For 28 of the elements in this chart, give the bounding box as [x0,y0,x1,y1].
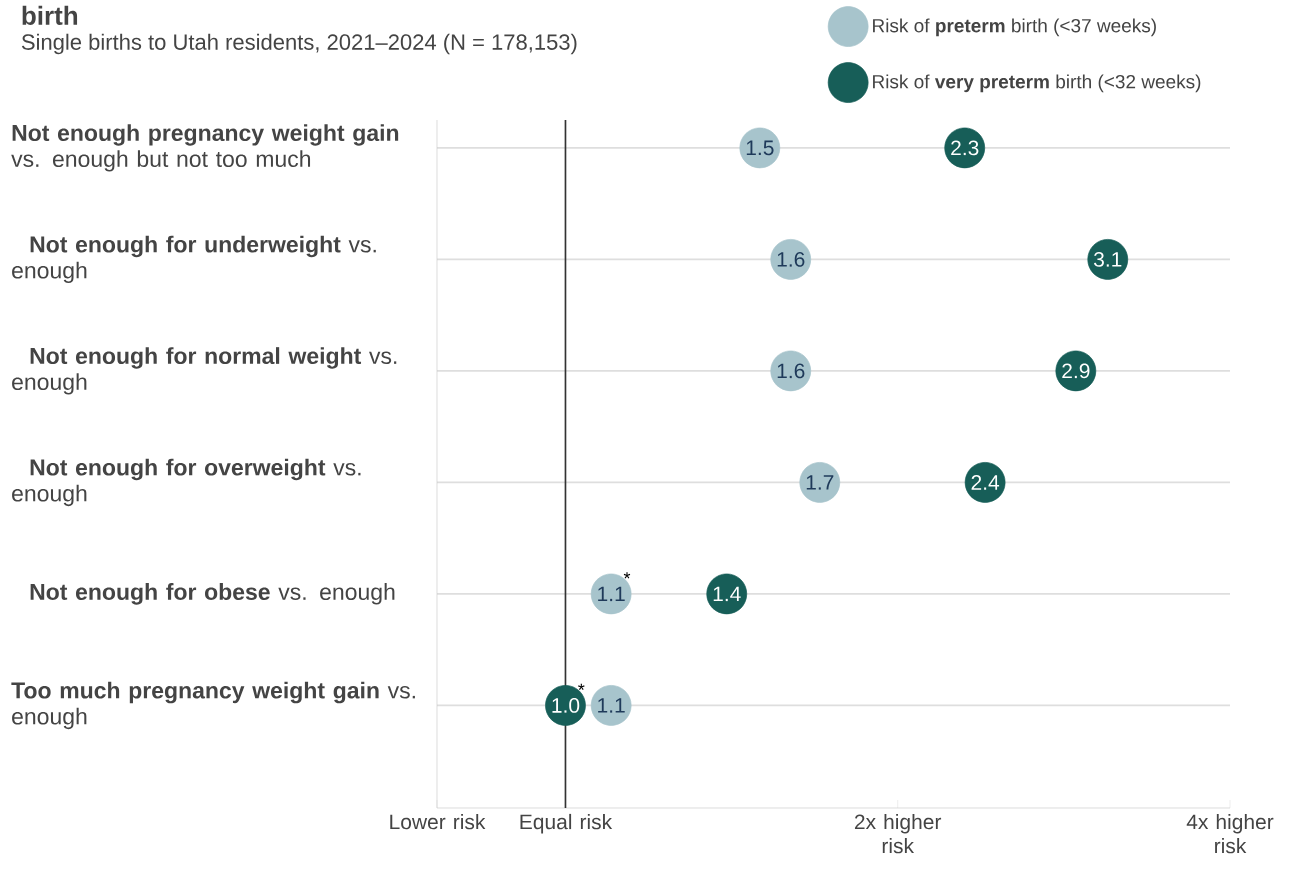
category-label: Not enough for overweight vs. enough [12,458,361,507]
category-label: Not enough for normal weight vs. enough [12,347,397,395]
x-tick-label: Lower risk [390,813,486,830]
chart-subtitle: Single births to Utah residents, 2021–2024 (N = 178,153) [21,33,577,55]
y-tick-label: Not enough pregnancy weight gain vs. enough but not too much [11,124,399,172]
category-label: Too much pregnancy weight gain vs. enough [11,681,415,730]
data-label: 1.4 [713,586,741,602]
y-tick-label: Not enough for obese vs. enough [30,583,395,605]
legend-label: Risk of preterm birth (<37 weeks) [873,18,1156,37]
data-label: 1.5 [746,140,774,156]
legend-label: Risk of very preterm birth (<32 weeks) [873,74,1201,93]
data-label: 2.4 [971,475,1000,490]
annotation: * [623,572,631,579]
data-label: 1.6 [777,363,805,379]
data-label: 1.1 [598,586,625,602]
annotation: * [578,683,585,690]
data-label: 2.3 [951,140,979,156]
x-tick-label: Equal risk [520,813,613,834]
category-label: Not enough for underweight vs. enough [12,235,376,284]
data-label: 1.6 [777,251,805,267]
data-label: 1.0 [552,697,580,713]
data-label: 1.1 [598,698,625,713]
data-label: 1.7 [806,475,834,490]
x-tick-label: 4x higher risk [1186,813,1274,854]
x-tick-label: 2x higher risk [854,813,942,854]
data-label: 2.9 [1062,363,1090,379]
data-label: 3.1 [1094,251,1122,267]
text: birth [22,5,78,25]
